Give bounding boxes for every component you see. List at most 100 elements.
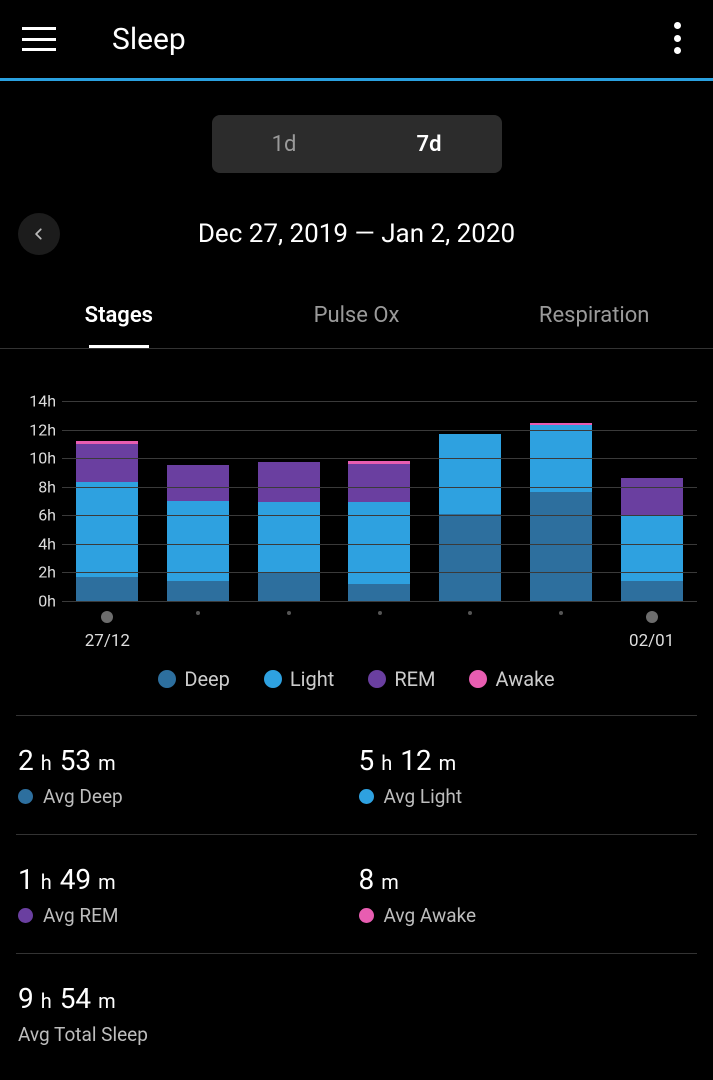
stat-value: 2 h 53 m [18, 744, 357, 777]
deep-swatch-icon [158, 670, 176, 688]
bar-segment-light [621, 515, 683, 581]
x-dot-icon [378, 611, 382, 615]
bar-day-3[interactable] [348, 461, 410, 601]
stat-value: 8 m [359, 863, 698, 896]
x-tick-5 [516, 601, 607, 651]
y-tick-label: 12h [29, 420, 56, 439]
legend-label: Awake [495, 667, 554, 691]
x-tick-4 [425, 601, 516, 651]
stat-avg-deep: 2 h 53 m Avg Deep [16, 716, 357, 834]
range-toggle-wrap: 1d7d [0, 81, 713, 201]
previous-range-button[interactable] [18, 213, 60, 255]
bar-segment-deep [621, 581, 683, 601]
grid-line [62, 544, 697, 545]
date-range-label: Dec 27, 2019 — Jan 2, 2020 [198, 219, 515, 249]
x-tick-1 [153, 601, 244, 651]
legend-label: Light [290, 667, 334, 691]
bar-day-2[interactable] [258, 462, 320, 601]
range-toggle: 1d7d [212, 115, 502, 173]
bar-day-1[interactable] [167, 465, 229, 601]
light-swatch-icon [359, 789, 374, 804]
tab-pulse-ox[interactable]: Pulse Ox [238, 303, 476, 348]
stat-label-text: Avg Total Sleep [18, 1023, 148, 1046]
deep-swatch-icon [18, 789, 33, 804]
x-dot-icon [196, 611, 200, 615]
grid-line [62, 458, 697, 459]
stat-value: 5 h 12 m [359, 744, 698, 777]
stat-avg-total-sleep: 9 h 54 m Avg Total Sleep [16, 954, 697, 1072]
x-tick-3 [334, 601, 425, 651]
stat-label: Avg Awake [359, 904, 698, 927]
x-label [243, 623, 334, 643]
grid-line [62, 401, 697, 402]
stat-label-text: Avg Light [384, 785, 463, 808]
sleep-screen: Sleep 1d7d Dec 27, 2019 — Jan 2, 2020 St… [0, 0, 713, 1080]
bar-segment-rem [258, 462, 320, 502]
stat-label: Avg REM [18, 904, 357, 927]
bar-segment-deep [348, 584, 410, 601]
legend-label: Deep [184, 667, 230, 691]
app-header: Sleep [0, 0, 713, 78]
stat-value: 9 h 54 m [18, 982, 697, 1015]
x-label: 27/12 [62, 631, 153, 651]
x-tick-6: 02/01 [606, 601, 697, 651]
sleep-chart: 0h2h4h6h8h10h12h14h 27/1202/01 DeepLight… [0, 349, 713, 715]
bar-segment-deep [258, 572, 320, 601]
x-label [425, 623, 516, 643]
range-option-7d[interactable]: 7d [357, 115, 502, 173]
y-tick-label: 6h [38, 506, 56, 525]
grid-line [62, 572, 697, 573]
chart-x-axis: 27/12 02/01 [62, 601, 697, 651]
legend-label: REM [394, 667, 435, 691]
stat-avg-light: 5 h 12 m Avg Light [357, 716, 698, 834]
legend-item-awake: Awake [469, 667, 554, 691]
legend-item-rem: REM [368, 667, 435, 691]
tab-stages[interactable]: Stages [0, 303, 238, 348]
stat-label-text: Avg Awake [384, 904, 477, 927]
grid-line [62, 487, 697, 488]
y-tick-label: 4h [38, 534, 56, 553]
stat-avg-rem: 1 h 49 m Avg REM [16, 835, 357, 953]
stat-label-text: Avg Deep [43, 785, 123, 808]
date-range-row: Dec 27, 2019 — Jan 2, 2020 [0, 201, 713, 283]
bar-segment-light [167, 501, 229, 581]
bar-segment-deep [76, 577, 138, 601]
bar-day-0[interactable] [76, 441, 138, 601]
chevron-left-icon [32, 227, 46, 241]
stat-value: 1 h 49 m [18, 863, 357, 896]
grid-line [62, 430, 697, 431]
bar-day-5[interactable] [530, 423, 592, 601]
bar-segment-light [258, 502, 320, 572]
x-dot-icon [287, 611, 291, 615]
legend-item-deep: Deep [158, 667, 230, 691]
bar-segment-deep [439, 514, 501, 601]
legend-item-light: Light [264, 667, 334, 691]
stats-row: 1 h 49 m Avg REM 8 m Avg Awake [16, 835, 697, 953]
grid-line [62, 601, 697, 602]
bar-segment-deep [530, 492, 592, 601]
range-option-1d[interactable]: 1d [212, 115, 357, 173]
hamburger-menu-icon[interactable] [22, 27, 56, 51]
overflow-menu-icon[interactable] [667, 22, 687, 54]
x-tick-2 [243, 601, 334, 651]
x-dot-icon [101, 611, 113, 623]
sleep-stats: 2 h 53 m Avg Deep 5 h 12 m Avg Light 1 h 49 … [0, 715, 713, 1072]
awake-swatch-icon [469, 670, 487, 688]
light-swatch-icon [264, 670, 282, 688]
metric-tabs: StagesPulse OxRespiration [0, 283, 713, 348]
stat-label-text: Avg REM [43, 904, 119, 927]
y-tick-label: 10h [29, 449, 56, 468]
x-dot-icon [646, 611, 658, 623]
stat-label: Avg Light [359, 785, 698, 808]
y-tick-label: 2h [38, 563, 56, 582]
bar-day-6[interactable] [621, 478, 683, 601]
chart-bars [62, 401, 697, 601]
stats-row: 9 h 54 m Avg Total Sleep [16, 954, 697, 1072]
x-dot-icon [468, 611, 472, 615]
bar-segment-deep [167, 581, 229, 601]
stat-avg-awake: 8 m Avg Awake [357, 835, 698, 953]
page-title: Sleep [112, 22, 186, 57]
tab-respiration[interactable]: Respiration [475, 303, 713, 348]
x-label [334, 623, 425, 643]
stat-label: Avg Total Sleep [18, 1023, 697, 1046]
